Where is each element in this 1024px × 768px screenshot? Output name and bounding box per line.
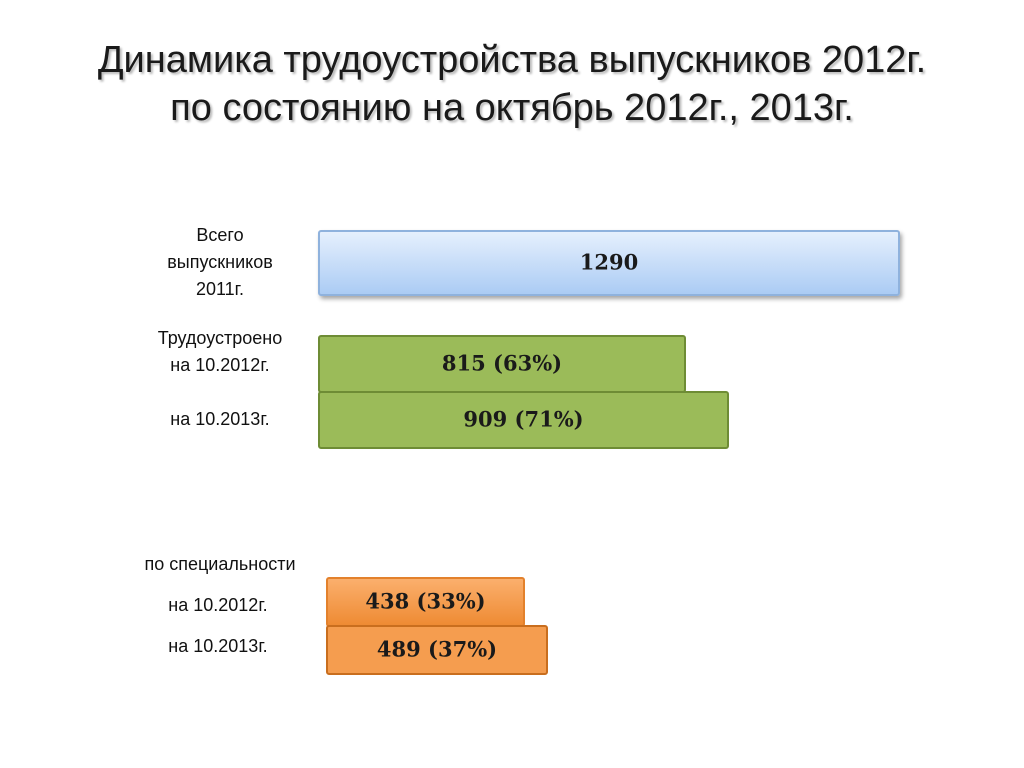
bar-specialty-2013 [326,625,548,675]
bar-label-specialty-2013: 489 (37%) [377,637,497,662]
label-total: Всего выпускников 2011г. [120,222,320,303]
title-line-1: Динамика трудоустройства выпускников 201… [97,39,927,81]
label-specialty-2013: на 10.2013г. [168,636,268,656]
label-total-line-1: Всего [196,225,244,245]
bar-label-employed-2013: 909 (71%) [463,407,583,432]
bar-employed-2013 [318,391,729,449]
bar-label-specialty-2012: 438 (33%) [365,589,485,614]
bar-total [318,230,900,296]
label-total-line-2: выпускников [167,252,273,272]
label-specialty-2012: на 10.2012г. [168,595,268,615]
bar-label-employed-2012: 815 (63%) [442,351,562,376]
label-employed-line-2: на 10.2012г. [170,355,270,375]
label-total-line-3: 2011г. [195,279,245,299]
title-line-2: по состоянию на октябрь 2012г., 2013г. [170,87,854,129]
label-employed-line-1: Трудоустроено [157,328,283,348]
label-employed: Трудоустроено на 10.2012г. [105,325,335,379]
label-specialty-header: по специальности [144,554,296,574]
label-employed-2013: на 10.2013г. [170,409,270,429]
bar-label-total: 1290 [580,250,638,275]
slide-title: Динамика трудоустройства выпускников 201… [0,36,1024,132]
